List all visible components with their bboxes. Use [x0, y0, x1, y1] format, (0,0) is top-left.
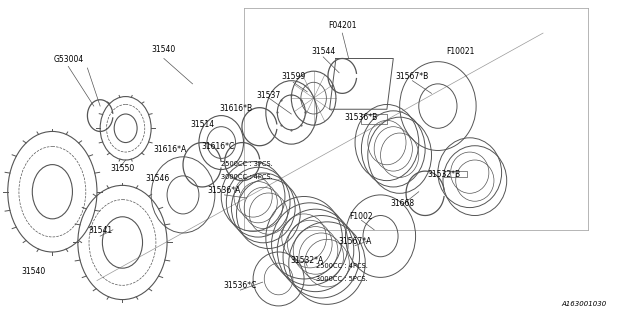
Text: 31540: 31540	[152, 45, 176, 54]
Text: 31544: 31544	[311, 47, 335, 56]
Text: 2500CC : 4PCS.: 2500CC : 4PCS.	[316, 263, 368, 269]
Text: 31567*B: 31567*B	[396, 72, 429, 81]
Text: F04201: F04201	[328, 21, 356, 30]
Text: 2500CC : 3PCS.: 2500CC : 3PCS.	[221, 161, 273, 167]
Text: 31532*A: 31532*A	[291, 256, 324, 265]
Text: 31616*A: 31616*A	[154, 145, 187, 154]
Text: F1002: F1002	[349, 212, 373, 221]
Text: G53004: G53004	[53, 55, 83, 64]
Text: 31537: 31537	[257, 91, 281, 100]
Text: 31599: 31599	[281, 72, 305, 81]
Text: 31616*B: 31616*B	[220, 104, 252, 113]
Text: 31567*A: 31567*A	[339, 237, 372, 246]
Text: A163001030: A163001030	[561, 301, 607, 307]
Text: 3000CC : 5PCS.: 3000CC : 5PCS.	[316, 276, 368, 282]
Text: F10021: F10021	[446, 47, 474, 56]
Text: 31536*C: 31536*C	[223, 282, 257, 291]
Text: 31616*C: 31616*C	[202, 142, 235, 151]
Text: 31668: 31668	[391, 199, 415, 208]
Text: 3000CC : 4PCS.: 3000CC : 4PCS.	[221, 174, 273, 180]
Text: 31540: 31540	[21, 267, 45, 276]
Text: 31541: 31541	[88, 226, 112, 235]
Text: 31514: 31514	[190, 120, 214, 129]
Text: 31550: 31550	[110, 164, 134, 173]
Text: 31536*B: 31536*B	[345, 113, 378, 122]
Text: 31536*A: 31536*A	[208, 186, 241, 195]
Text: 31546: 31546	[145, 174, 170, 183]
Text: 31532*B: 31532*B	[428, 171, 461, 180]
